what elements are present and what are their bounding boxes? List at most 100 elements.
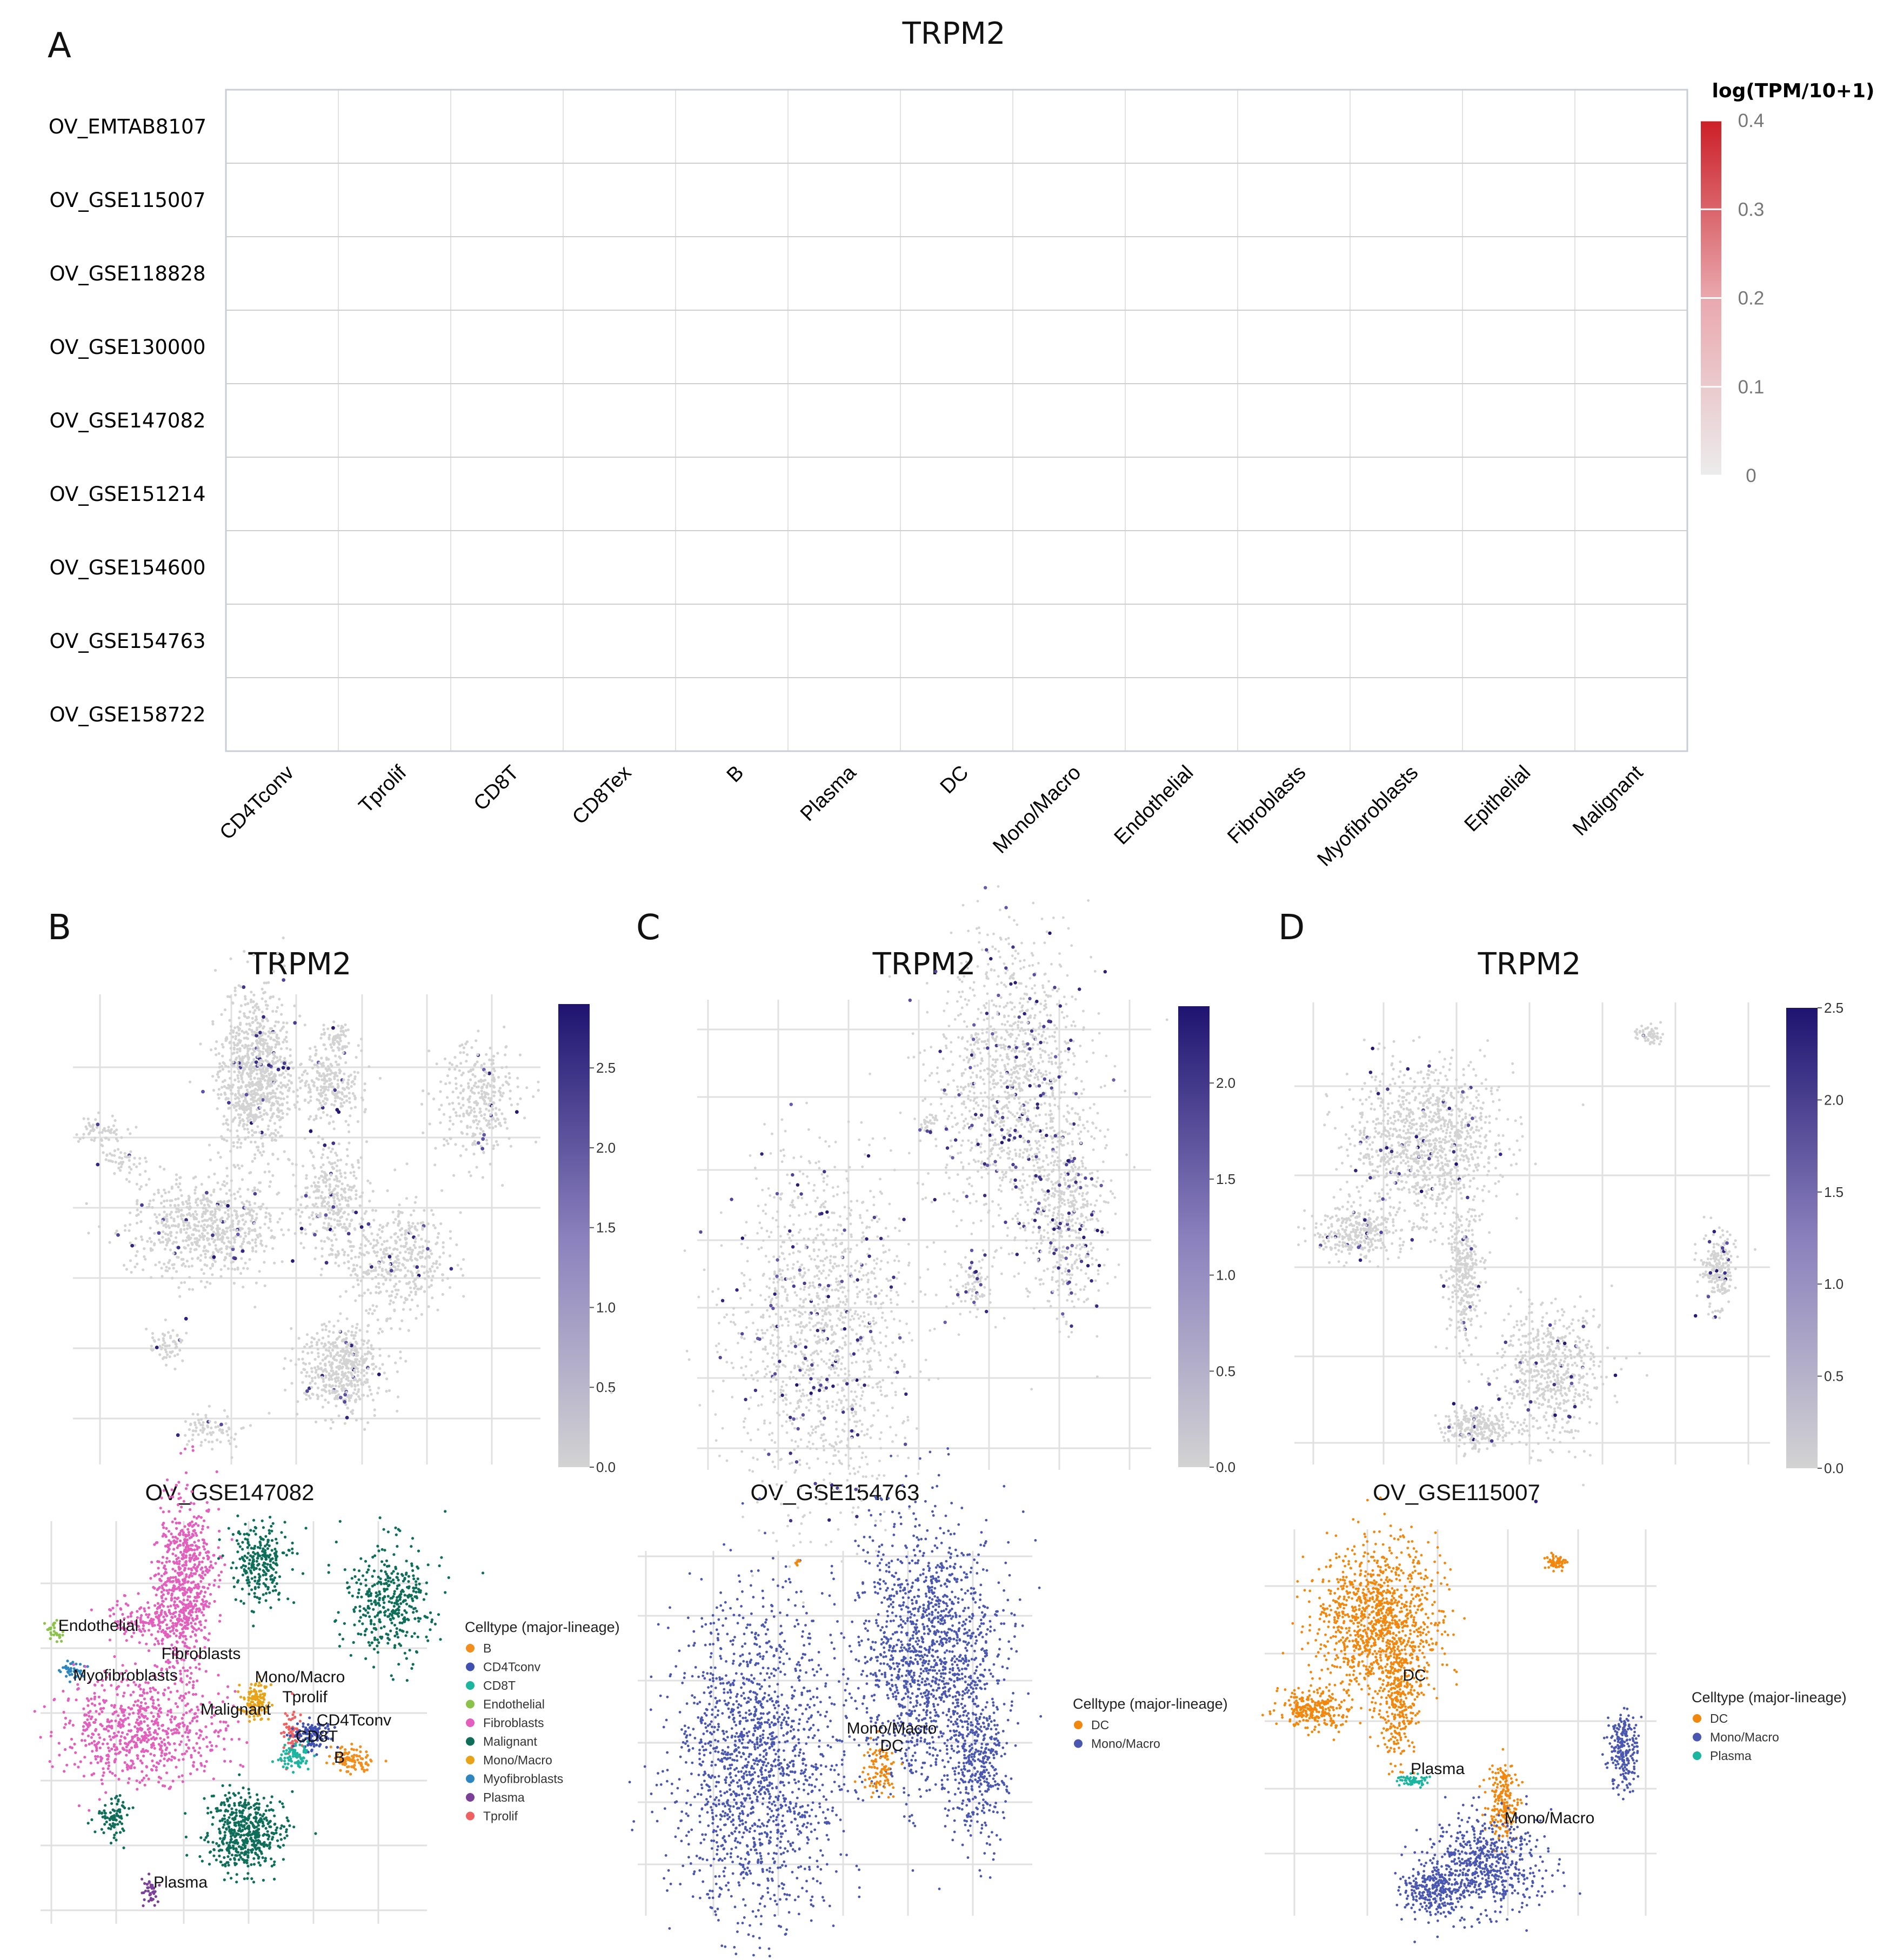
umap-point bbox=[423, 1290, 426, 1293]
umap-point bbox=[347, 1041, 350, 1045]
umap-point bbox=[168, 1626, 171, 1629]
umap-point bbox=[230, 1179, 233, 1182]
umap-point bbox=[365, 1250, 369, 1254]
umap-point bbox=[492, 1054, 496, 1058]
umap-point bbox=[166, 1550, 169, 1554]
umap-point bbox=[230, 1261, 233, 1264]
umap-point bbox=[102, 1151, 105, 1154]
umap-point bbox=[218, 1620, 222, 1623]
umap-point bbox=[248, 1543, 251, 1547]
umap-point bbox=[346, 1254, 350, 1257]
umap-point bbox=[489, 1099, 492, 1102]
umap-point bbox=[404, 1250, 408, 1254]
umap-point bbox=[200, 1575, 203, 1578]
umap-point bbox=[449, 1115, 452, 1119]
umap-point bbox=[203, 1245, 206, 1248]
umap-point bbox=[268, 1072, 271, 1075]
umap-point bbox=[96, 1122, 100, 1127]
umap-point bbox=[351, 1362, 355, 1365]
umap-point bbox=[214, 1421, 217, 1424]
umap-point bbox=[462, 1295, 465, 1298]
umap-point bbox=[334, 1152, 337, 1155]
umap-point bbox=[253, 1186, 256, 1189]
umap-point bbox=[251, 1160, 254, 1163]
umap-point bbox=[323, 1221, 326, 1225]
umap-point bbox=[345, 1375, 349, 1378]
umap-point bbox=[329, 1043, 332, 1046]
umap-point bbox=[259, 1094, 262, 1098]
umap-point bbox=[246, 1576, 250, 1579]
umap-point bbox=[462, 1046, 466, 1049]
umap-point bbox=[185, 1213, 189, 1216]
umap-point bbox=[128, 1180, 131, 1183]
umap-point bbox=[419, 1255, 422, 1259]
umap-point bbox=[152, 1199, 155, 1202]
umap-point bbox=[124, 1224, 127, 1227]
umap-point bbox=[296, 1552, 299, 1555]
umap-point bbox=[262, 1047, 265, 1050]
umap-point bbox=[400, 1211, 404, 1214]
umap-point bbox=[211, 1431, 215, 1434]
umap-point bbox=[263, 1109, 266, 1112]
umap-point bbox=[246, 1188, 250, 1191]
umap-point bbox=[153, 1604, 157, 1607]
umap-point bbox=[270, 1071, 273, 1074]
umap-point bbox=[213, 1578, 217, 1582]
umap-point bbox=[340, 1092, 344, 1096]
umap-point bbox=[229, 1076, 232, 1080]
umap-point bbox=[459, 1106, 463, 1109]
umap-point bbox=[158, 1213, 161, 1216]
umap-point bbox=[428, 1286, 431, 1289]
umap-point bbox=[193, 1529, 196, 1532]
umap-point bbox=[202, 1207, 205, 1210]
umap-point bbox=[291, 1067, 295, 1070]
umap-point bbox=[388, 1263, 392, 1266]
umap-point bbox=[191, 1257, 194, 1260]
umap-point bbox=[205, 1501, 209, 1504]
umap-point bbox=[193, 1603, 197, 1606]
umap-point bbox=[449, 1267, 453, 1271]
umap-point bbox=[481, 1176, 484, 1179]
umap-point bbox=[491, 1105, 494, 1108]
umap-point bbox=[264, 1215, 268, 1219]
umap-point bbox=[150, 1240, 153, 1243]
umap-point bbox=[214, 1047, 217, 1051]
umap-point bbox=[320, 1078, 324, 1081]
umap-point bbox=[358, 1397, 362, 1401]
umap-point bbox=[182, 1219, 185, 1222]
umap-point bbox=[285, 1047, 289, 1050]
umap-point bbox=[367, 1323, 370, 1327]
umap-point bbox=[236, 1101, 239, 1105]
umap-point bbox=[332, 1193, 335, 1196]
umap-point bbox=[261, 1145, 265, 1148]
umap-point bbox=[211, 1448, 214, 1451]
umap-point bbox=[261, 1142, 264, 1146]
umap-point bbox=[373, 1414, 376, 1417]
umap-point bbox=[284, 1085, 288, 1089]
umap-point bbox=[323, 1082, 326, 1085]
umap-point bbox=[480, 1095, 484, 1099]
umap-point bbox=[200, 1417, 203, 1421]
umap-point bbox=[195, 1555, 198, 1558]
umap-point bbox=[376, 1233, 379, 1236]
umap-point bbox=[261, 1077, 264, 1080]
umap-point bbox=[273, 1024, 277, 1028]
umap-point bbox=[482, 1150, 485, 1154]
umap-point bbox=[350, 1107, 353, 1110]
umap-point bbox=[277, 1593, 280, 1596]
umap-point bbox=[351, 1324, 354, 1328]
umap-point bbox=[357, 1370, 360, 1373]
umap-point bbox=[264, 1245, 268, 1248]
umap-point bbox=[168, 1495, 171, 1499]
umap-point bbox=[279, 1126, 282, 1129]
umap-point bbox=[237, 1113, 240, 1116]
umap-point bbox=[350, 1219, 353, 1222]
umap-point bbox=[355, 1056, 358, 1059]
umap-point bbox=[230, 1214, 233, 1217]
umap-point bbox=[320, 1394, 324, 1397]
umap-point bbox=[299, 1086, 302, 1089]
umap-point bbox=[232, 1046, 236, 1049]
umap-point bbox=[408, 1294, 411, 1297]
umap-point bbox=[165, 1478, 169, 1482]
umap-point bbox=[271, 1247, 275, 1250]
